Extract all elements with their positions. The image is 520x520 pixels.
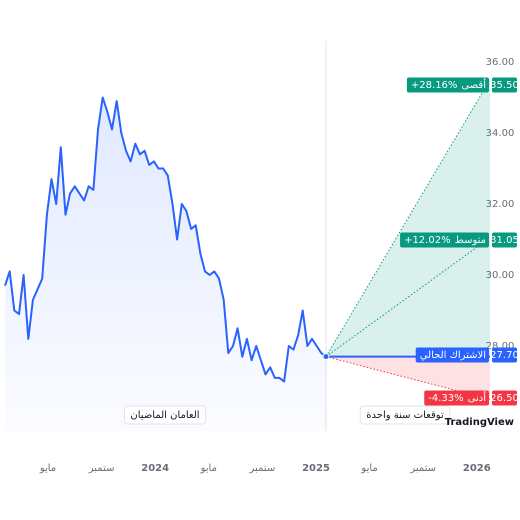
period-label: العامان الماضيان — [130, 410, 199, 421]
x-tick-label: 2026 — [463, 463, 491, 474]
forecast-line — [325, 237, 491, 358]
x-tick-label: 2024 — [141, 463, 169, 474]
x-tick-label: 2025 — [302, 463, 330, 474]
x-tick-label: مايو — [360, 463, 377, 474]
y-tick-label: 32.00 — [486, 199, 515, 210]
forecast-change: +28.16% — [411, 80, 458, 91]
forecast-name: أقصى — [461, 78, 486, 91]
history-line — [4, 96, 327, 383]
y-tick-label: 34.00 — [486, 128, 515, 139]
y-tick-label: 36.00 — [486, 57, 515, 68]
current-point — [322, 353, 330, 361]
forecast-name: الاشتراك الحالي — [420, 350, 486, 361]
x-tick-label: مايو — [200, 463, 217, 474]
value-tag-bg — [492, 347, 517, 363]
x-tick-label: ستمبر — [249, 463, 276, 474]
name-tag-bg — [400, 232, 489, 248]
y-tick-label: 30.00 — [486, 270, 515, 281]
value-tag: 26.50 — [490, 393, 519, 404]
forecast-change: -4.33% — [428, 393, 463, 404]
period-label-bg — [359, 405, 451, 425]
name-tag-bg — [415, 347, 489, 363]
forecast-name: أدنى — [468, 391, 487, 404]
x-tick-label: مايو — [39, 463, 56, 474]
value-tag-bg — [492, 77, 517, 93]
history-area — [5, 97, 326, 432]
forecast-line — [325, 79, 491, 357]
logo: TradingView — [445, 417, 514, 428]
name-tag-bg — [424, 390, 489, 406]
y-tick-label: 28.00 — [486, 341, 515, 352]
period-label-bg — [123, 405, 207, 425]
value-tag: 27.70 — [490, 350, 519, 361]
value-tag-bg — [492, 390, 517, 406]
x-tick-label: ستمبر — [409, 463, 436, 474]
period-label: توقعات سنة واحدة — [366, 410, 444, 421]
forecast-name: متوسط — [455, 235, 486, 246]
forecast-up-area — [326, 79, 490, 357]
value-tag-bg — [492, 232, 517, 248]
name-tag-bg — [406, 77, 489, 93]
forecast-change: +12.02% — [404, 235, 451, 246]
value-tag: 35.50 — [490, 80, 519, 91]
x-tick-label: ستمبر — [88, 463, 115, 474]
value-tag: 31.05 — [490, 235, 519, 246]
